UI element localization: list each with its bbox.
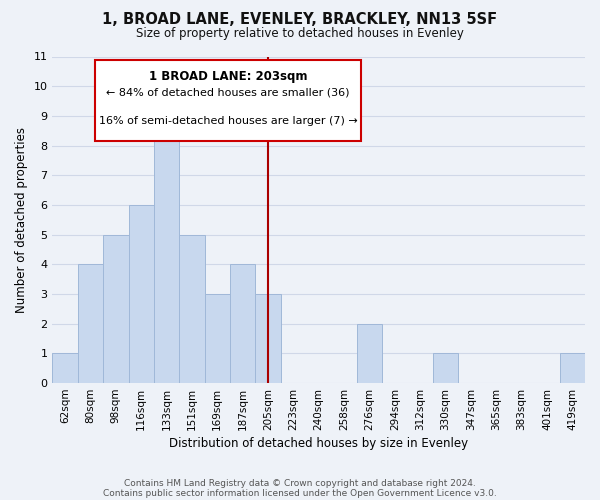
Text: Contains HM Land Registry data © Crown copyright and database right 2024.: Contains HM Land Registry data © Crown c… <box>124 478 476 488</box>
Bar <box>205 294 230 383</box>
Bar <box>103 234 128 383</box>
Bar <box>357 324 382 383</box>
Bar <box>78 264 103 383</box>
Bar <box>52 354 78 383</box>
Bar <box>560 354 585 383</box>
Bar <box>256 294 281 383</box>
Text: ← 84% of detached houses are smaller (36): ← 84% of detached houses are smaller (36… <box>106 88 350 98</box>
X-axis label: Distribution of detached houses by size in Evenley: Distribution of detached houses by size … <box>169 437 468 450</box>
Y-axis label: Number of detached properties: Number of detached properties <box>15 127 28 313</box>
Bar <box>154 116 179 383</box>
FancyBboxPatch shape <box>95 60 361 142</box>
Bar <box>433 354 458 383</box>
Text: 1 BROAD LANE: 203sqm: 1 BROAD LANE: 203sqm <box>149 70 307 82</box>
Bar <box>128 205 154 383</box>
Text: 16% of semi-detached houses are larger (7) →: 16% of semi-detached houses are larger (… <box>99 116 358 126</box>
Text: 1, BROAD LANE, EVENLEY, BRACKLEY, NN13 5SF: 1, BROAD LANE, EVENLEY, BRACKLEY, NN13 5… <box>103 12 497 28</box>
Bar <box>230 264 256 383</box>
Text: Contains public sector information licensed under the Open Government Licence v3: Contains public sector information licen… <box>103 488 497 498</box>
Text: Size of property relative to detached houses in Evenley: Size of property relative to detached ho… <box>136 28 464 40</box>
Bar <box>179 234 205 383</box>
